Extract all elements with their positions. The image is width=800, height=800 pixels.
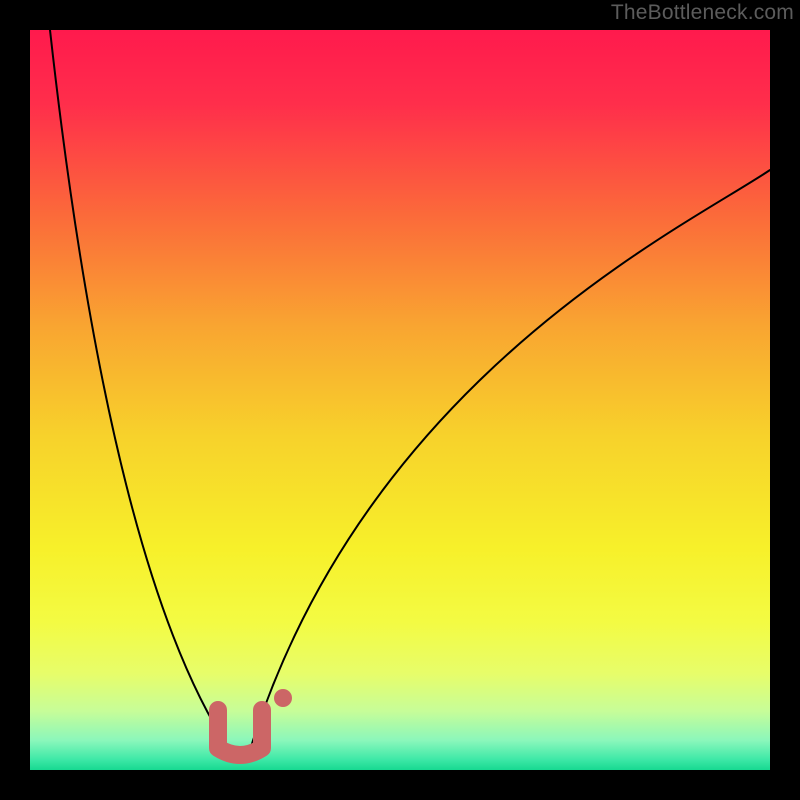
optimal-range-marker	[218, 710, 262, 755]
chart-container: TheBottleneck.com	[0, 0, 800, 800]
curve-layer	[30, 30, 770, 770]
marker-dot	[274, 689, 292, 707]
bottleneck-curve	[250, 170, 770, 750]
bottleneck-curve	[50, 30, 230, 750]
watermark-label: TheBottleneck.com	[611, 0, 794, 26]
plot-area	[30, 30, 770, 770]
